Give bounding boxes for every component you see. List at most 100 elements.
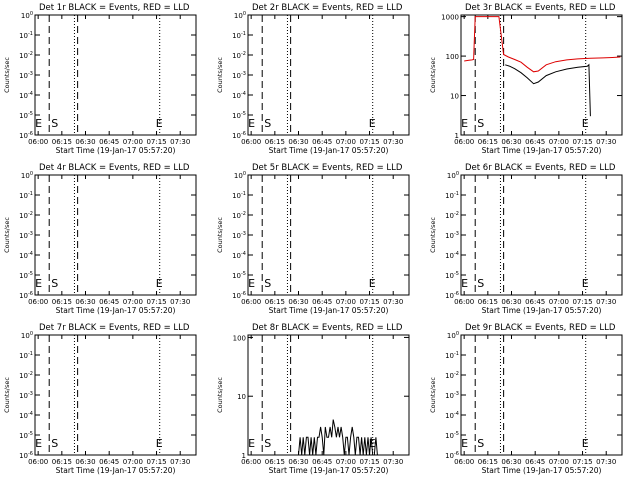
y-tick-label: 100 [447, 171, 459, 180]
panel-title: Det 3r BLACK = Events, RED = LLD [465, 3, 616, 13]
marker-e-end: E [156, 437, 163, 450]
x-tick-label: 07:00 [123, 298, 143, 306]
y-tick-label: 10-1 [19, 351, 33, 360]
marker-e-end: E [582, 277, 589, 290]
y-tick-label: 10-3 [232, 231, 246, 240]
y-axis-label: Counts/sec [216, 377, 224, 413]
x-tick-label: 06:15 [265, 138, 285, 146]
x-tick-label: 06:30 [501, 138, 521, 146]
x-axis-label: Start Time (19-Jan-17 05:57:20) [269, 466, 389, 475]
y-tick-label: 100 [234, 171, 246, 180]
x-tick-label: 06:00 [241, 138, 261, 146]
x-tick-label: 07:15 [146, 138, 166, 146]
x-tick-label: 06:15 [265, 458, 285, 466]
x-axis-label: Start Time (19-Jan-17 05:57:20) [482, 146, 602, 155]
y-axis-label: Counts/sec [216, 57, 224, 93]
panel-title: Det 5r BLACK = Events, RED = LLD [252, 163, 403, 173]
marker-s: S [264, 437, 271, 450]
x-tick-label: 06:00 [241, 298, 261, 306]
x-tick-label: 06:00 [241, 458, 261, 466]
x-tick-label: 07:15 [359, 458, 379, 466]
marker-e-start: E [248, 117, 255, 130]
y-tick-label: 10-1 [232, 191, 246, 200]
x-tick-label: 06:00 [28, 138, 48, 146]
y-axis-label: Counts/sec [429, 377, 437, 413]
x-tick-label: 07:00 [549, 458, 569, 466]
x-tick-label: 06:30 [75, 298, 95, 306]
marker-e-end: E [369, 117, 376, 130]
x-tick-label: 06:30 [288, 458, 308, 466]
y-tick-label: 10-6 [19, 291, 33, 300]
x-tick-label: 06:45 [99, 458, 119, 466]
y-tick-label: 10-1 [232, 31, 246, 40]
x-tick-label: 07:15 [572, 138, 592, 146]
x-tick-label: 07:30 [170, 298, 190, 306]
marker-s: S [477, 437, 484, 450]
y-tick-label: 10-4 [232, 91, 246, 100]
x-axis-label: Start Time (19-Jan-17 05:57:20) [269, 306, 389, 315]
y-tick-label: 10-4 [19, 251, 33, 260]
y-tick-label: 10-3 [19, 231, 33, 240]
y-axis-label: Counts/sec [216, 217, 224, 253]
marker-s: S [477, 277, 484, 290]
marker-s: S [264, 117, 271, 130]
y-tick-label: 10-2 [445, 211, 459, 220]
plot-frame [460, 174, 623, 296]
y-axis-label: Counts/sec [429, 57, 437, 93]
x-tick-label: 06:30 [75, 458, 95, 466]
x-tick-label: 07:30 [383, 138, 403, 146]
y-tick-label: 10-5 [19, 431, 33, 440]
marker-s: S [51, 437, 58, 450]
y-tick-label: 10-6 [445, 451, 459, 460]
plot-frame [247, 174, 410, 296]
y-tick-label: 100 [21, 11, 33, 20]
panel-det-2: Det 2r BLACK = Events, RED = LLD 10-6 10-5… [216, 3, 410, 155]
y-tick-label: 10-3 [19, 71, 33, 80]
panel-title: Det 9r BLACK = Events, RED = LLD [465, 323, 616, 333]
x-tick-label: 07:00 [336, 458, 356, 466]
x-tick-label: 07:00 [123, 458, 143, 466]
panel-det-5: Det 5r BLACK = Events, RED = LLD 10-6 10-5… [216, 163, 410, 315]
series-line-lld [464, 16, 621, 73]
x-tick-label: 06:00 [454, 458, 474, 466]
marker-e-start: E [248, 437, 255, 450]
panel-title: Det 7r BLACK = Events, RED = LLD [39, 323, 190, 333]
x-tick-label: 06:15 [478, 298, 498, 306]
panel-det-6: Det 6r BLACK = Events, RED = LLD 10-6 10-5… [429, 163, 623, 315]
y-tick-label: 10-5 [19, 271, 33, 280]
x-tick-label: 06:45 [525, 458, 545, 466]
x-tick-label: 06:00 [28, 298, 48, 306]
y-tick-label: 100 [21, 331, 33, 340]
x-tick-label: 06:45 [312, 298, 332, 306]
y-tick-label: 10-5 [232, 111, 246, 120]
x-axis-label: Start Time (19-Jan-17 05:57:20) [482, 306, 602, 315]
y-tick-label: 10-6 [232, 131, 246, 140]
y-tick-label: 10-4 [232, 251, 246, 260]
marker-e-start: E [461, 117, 468, 130]
y-tick-label: 10-5 [445, 271, 459, 280]
y-tick-label: 10-6 [19, 451, 33, 460]
y-axis-label: Counts/sec [3, 57, 11, 93]
y-tick-label: 10-3 [19, 391, 33, 400]
panel-det-9: Det 9r BLACK = Events, RED = LLD 10-6 10-5… [429, 323, 623, 475]
marker-s: S [51, 117, 58, 130]
y-tick-label: 100 [233, 334, 246, 342]
y-tick-label: 1 [242, 452, 246, 460]
panel-det-4: Det 4r BLACK = Events, RED = LLD 10-6 10-5… [3, 163, 197, 315]
x-tick-label: 07:30 [383, 458, 403, 466]
panel-det-3: Det 3r BLACK = Events, RED = LLD 1 10 100 10… [429, 3, 623, 155]
y-tick-label: 10 [450, 93, 459, 101]
x-tick-label: 07:00 [123, 138, 143, 146]
y-tick-label: 10-1 [445, 191, 459, 200]
y-tick-label: 100 [447, 331, 459, 340]
x-tick-label: 07:30 [596, 138, 616, 146]
y-tick-label: 10-5 [232, 271, 246, 280]
y-tick-label: 10-5 [445, 431, 459, 440]
x-tick-label: 06:15 [478, 138, 498, 146]
x-axis-label: Start Time (19-Jan-17 05:57:20) [482, 466, 602, 475]
y-tick-label: 10-3 [232, 71, 246, 80]
y-tick-label: 10-4 [19, 91, 33, 100]
marker-e-start: E [35, 277, 42, 290]
x-tick-label: 06:30 [288, 298, 308, 306]
x-tick-label: 07:00 [336, 298, 356, 306]
